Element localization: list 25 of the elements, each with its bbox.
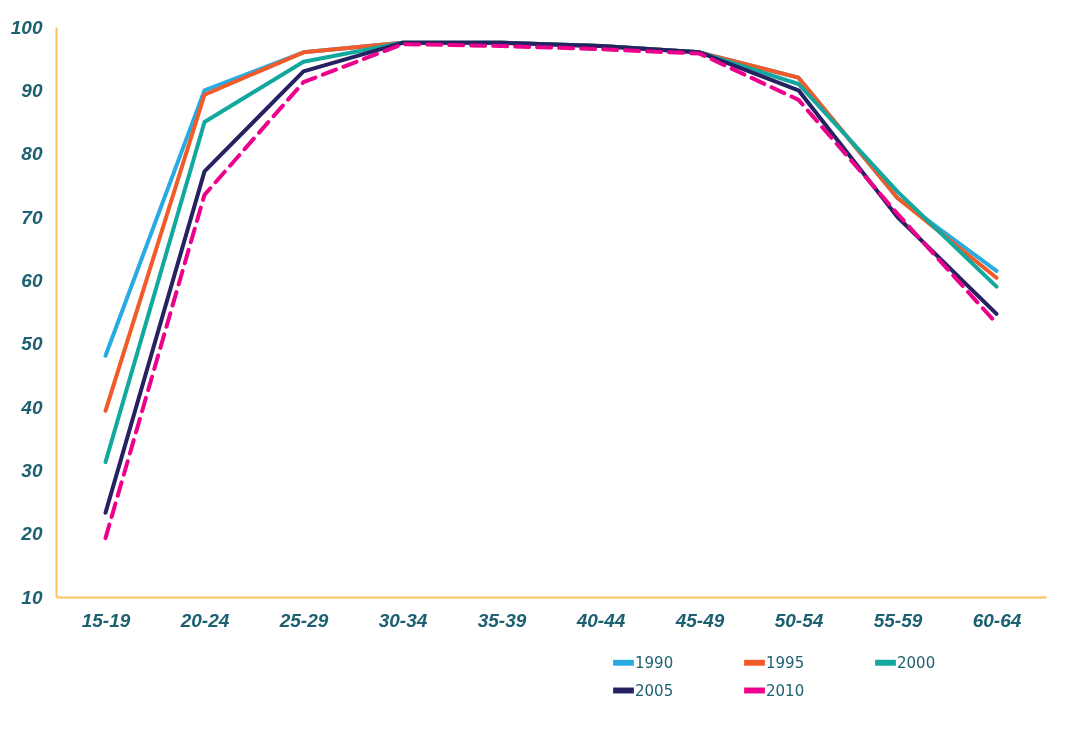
- x-tick-label: 25-29: [278, 609, 329, 631]
- y-tick-label: 30: [21, 459, 43, 481]
- y-tick-label: 80: [21, 143, 43, 165]
- y-tick-label: 50: [21, 333, 43, 355]
- x-tick-label: 60-64: [972, 609, 1022, 631]
- legend-label: 2010: [766, 681, 805, 700]
- x-tick-label: 20-24: [179, 609, 230, 631]
- y-tick-label: 40: [20, 396, 43, 418]
- legend-label: 1990: [635, 653, 674, 672]
- x-tick-label: 50-54: [774, 609, 824, 631]
- x-tick-label: 40-44: [575, 609, 626, 631]
- x-tick-label: 30-34: [378, 609, 428, 631]
- x-tick-label: 45-49: [674, 609, 725, 631]
- y-tick-label: 100: [10, 16, 43, 38]
- legend-label: 2000: [897, 653, 936, 672]
- y-tick-label: 10: [21, 586, 43, 608]
- x-tick-label: 55-59: [873, 609, 923, 631]
- x-tick-label: 35-39: [477, 609, 527, 631]
- y-tick-label: 60: [21, 269, 43, 291]
- legend-label: 1995: [766, 653, 805, 672]
- y-tick-label: 70: [21, 206, 43, 228]
- legend-label: 2005: [635, 681, 674, 700]
- y-tick-label: 90: [21, 79, 43, 101]
- y-tick-label: 20: [20, 523, 43, 545]
- x-tick-label: 15-19: [81, 609, 131, 631]
